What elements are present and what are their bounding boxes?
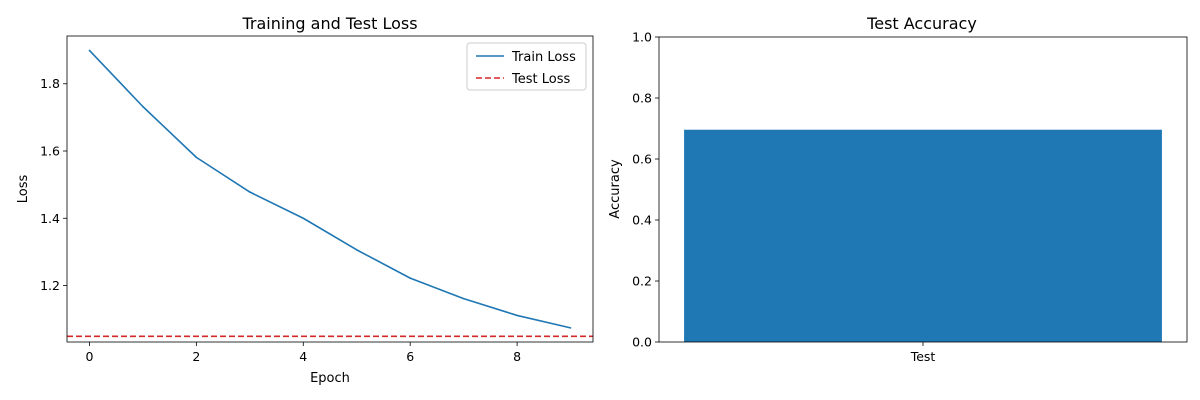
accuracy-y-ticks: 0.0 0.2 0.4 0.6 0.8 1.0 [632, 30, 659, 350]
accuracy-y-axis-label: Accuracy [608, 159, 623, 219]
loss-y-axis-label: Loss [16, 175, 31, 204]
accuracy-chart: Test Accuracy Test 0.0 0.2 0.4 0.6 0.8 1.0 Ac… [608, 14, 1188, 364]
train-loss-point [142, 105, 144, 108]
train-loss-point [249, 191, 251, 193]
accuracy-bar [684, 129, 1162, 342]
accuracy-y-tick-label: 0.8 [632, 91, 652, 106]
train-loss-point [302, 217, 305, 220]
train-loss-point [88, 49, 91, 52]
accuracy-plot-frame [658, 36, 1188, 343]
accuracy-y-tick-label: 0.0 [632, 335, 652, 350]
train-loss-point [516, 314, 518, 317]
loss-x-tick-label: 0 [85, 349, 93, 364]
train-loss-point [409, 277, 411, 279]
train-loss-point [569, 327, 572, 329]
legend-test-loss-label: Test Loss [511, 72, 570, 87]
loss-x-tick-label: 2 [192, 349, 200, 364]
accuracy-y-tick-label: 0.2 [632, 274, 652, 289]
accuracy-chart-title: Test Accuracy [866, 14, 977, 33]
accuracy-y-tick-label: 0.6 [632, 152, 652, 167]
loss-y-tick-label: 1.6 [40, 144, 60, 159]
accuracy-y-tick-label: 0.4 [632, 213, 652, 228]
loss-x-tick-label: 4 [299, 349, 307, 364]
loss-plot-frame [66, 35, 594, 343]
train-loss-point [195, 156, 198, 159]
accuracy-x-tick-label: Test [910, 349, 936, 364]
loss-y-tick-label: 1.4 [40, 211, 60, 226]
accuracy-y-tick-label: 1.0 [632, 30, 652, 45]
loss-legend: Train Loss Test Loss [466, 42, 587, 91]
loss-x-axis-label: Epoch [310, 371, 350, 386]
loss-y-tick-label: 1.2 [40, 278, 60, 293]
loss-x-ticks: 0 2 4 6 8 [85, 342, 521, 364]
loss-chart-title: Training and Test Loss [241, 14, 417, 33]
accuracy-x-ticks: Test [910, 342, 936, 364]
train-loss-point [462, 297, 465, 300]
loss-x-tick-label: 6 [406, 349, 414, 364]
train-loss-point [355, 249, 358, 251]
train-loss-line [88, 49, 571, 329]
legend-train-loss-label: Train Loss [511, 50, 576, 65]
loss-y-tick-label: 1.8 [40, 76, 60, 91]
loss-series-layer [67, 49, 593, 338]
loss-x-tick-label: 8 [513, 349, 521, 364]
accuracy-bars-layer [684, 129, 1162, 342]
loss-y-ticks: 1.2 1.4 1.6 1.8 [40, 76, 67, 293]
